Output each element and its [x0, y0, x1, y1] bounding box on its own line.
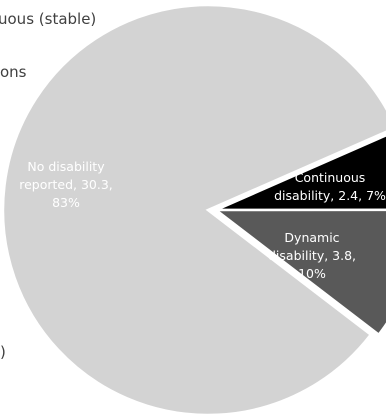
- label-no-disability-line: reported, 30.3,: [19, 177, 113, 192]
- label-dynamic-disability-line: 10%: [298, 266, 326, 281]
- slice-no-disability: [1, 3, 386, 416]
- label-no-disability-line: No disability: [27, 159, 105, 174]
- label-dynamic-disability: Dynamic disability, 3.8, 10%: [268, 230, 356, 281]
- label-continuous-disability: Continuous disability, 2.4, 7%: [274, 170, 386, 203]
- label-continuous-disability-line: Continuous: [295, 170, 366, 185]
- label-dynamic-disability-line: Dynamic: [284, 230, 339, 245]
- slice-continuous-disability: [215, 134, 386, 212]
- label-dynamic-disability-line: disability, 3.8,: [268, 248, 356, 263]
- legend-fragment-bottom: ): [0, 343, 6, 361]
- label-continuous-disability-line: disability, 2.4, 7%: [274, 188, 386, 203]
- label-no-disability-line: 83%: [52, 195, 80, 210]
- slice-dynamic-disability: [212, 208, 386, 337]
- legend-fragment-middle: ons: [0, 63, 27, 81]
- label-no-disability: No disability reported, 30.3, 83%: [19, 159, 113, 210]
- legend-fragment-top: uous (stable): [0, 10, 97, 28]
